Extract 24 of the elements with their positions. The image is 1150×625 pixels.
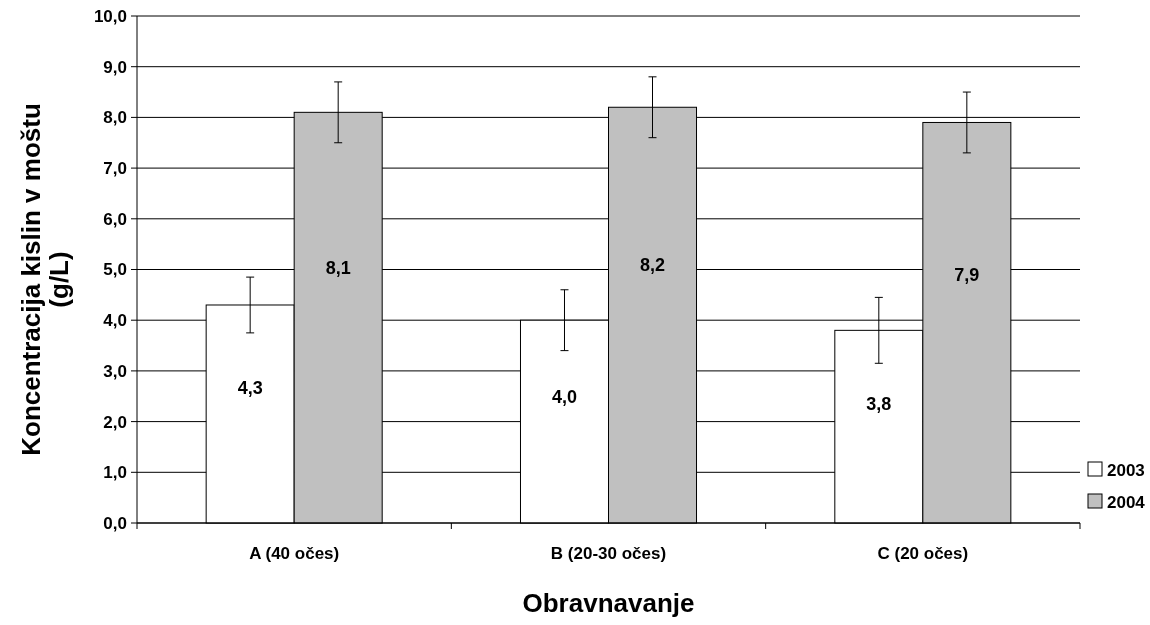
y-tick-label: 10,0 — [93, 6, 127, 26]
y-tick-label: 6,0 — [103, 209, 127, 229]
x-axis-title: Obravnavanje — [522, 588, 695, 618]
x-tick-label: B (20-30 očes) — [550, 544, 667, 563]
data-label: 3,8 — [866, 393, 892, 414]
x-tick-label: A (40 očes) — [249, 544, 340, 563]
y-tick-label: 4,0 — [103, 311, 127, 331]
y-tick-label: 5,0 — [103, 260, 127, 280]
y-tick-label: 3,0 — [103, 361, 127, 381]
y-tick-label: 9,0 — [103, 57, 127, 77]
y-axis-title: Koncentracija kislin v moštu (g/L) — [16, 103, 74, 456]
data-label: 4,3 — [237, 377, 263, 398]
data-label: 4,0 — [551, 387, 578, 408]
y-tick-label: 2,0 — [103, 412, 127, 432]
y-tick-label: 7,0 — [103, 159, 127, 179]
y-tick-label: 0,0 — [103, 513, 127, 533]
legend-label: 2004 — [1107, 492, 1146, 512]
y-tick-label: 8,0 — [103, 108, 127, 128]
x-tick-label: C (20 očes) — [877, 544, 969, 563]
data-label: 8,1 — [325, 258, 351, 279]
y-tick-label: 1,0 — [103, 463, 127, 483]
legend-label: 2003 — [1107, 460, 1145, 480]
data-label: 8,2 — [639, 255, 666, 276]
data-label: 7,9 — [954, 264, 980, 285]
